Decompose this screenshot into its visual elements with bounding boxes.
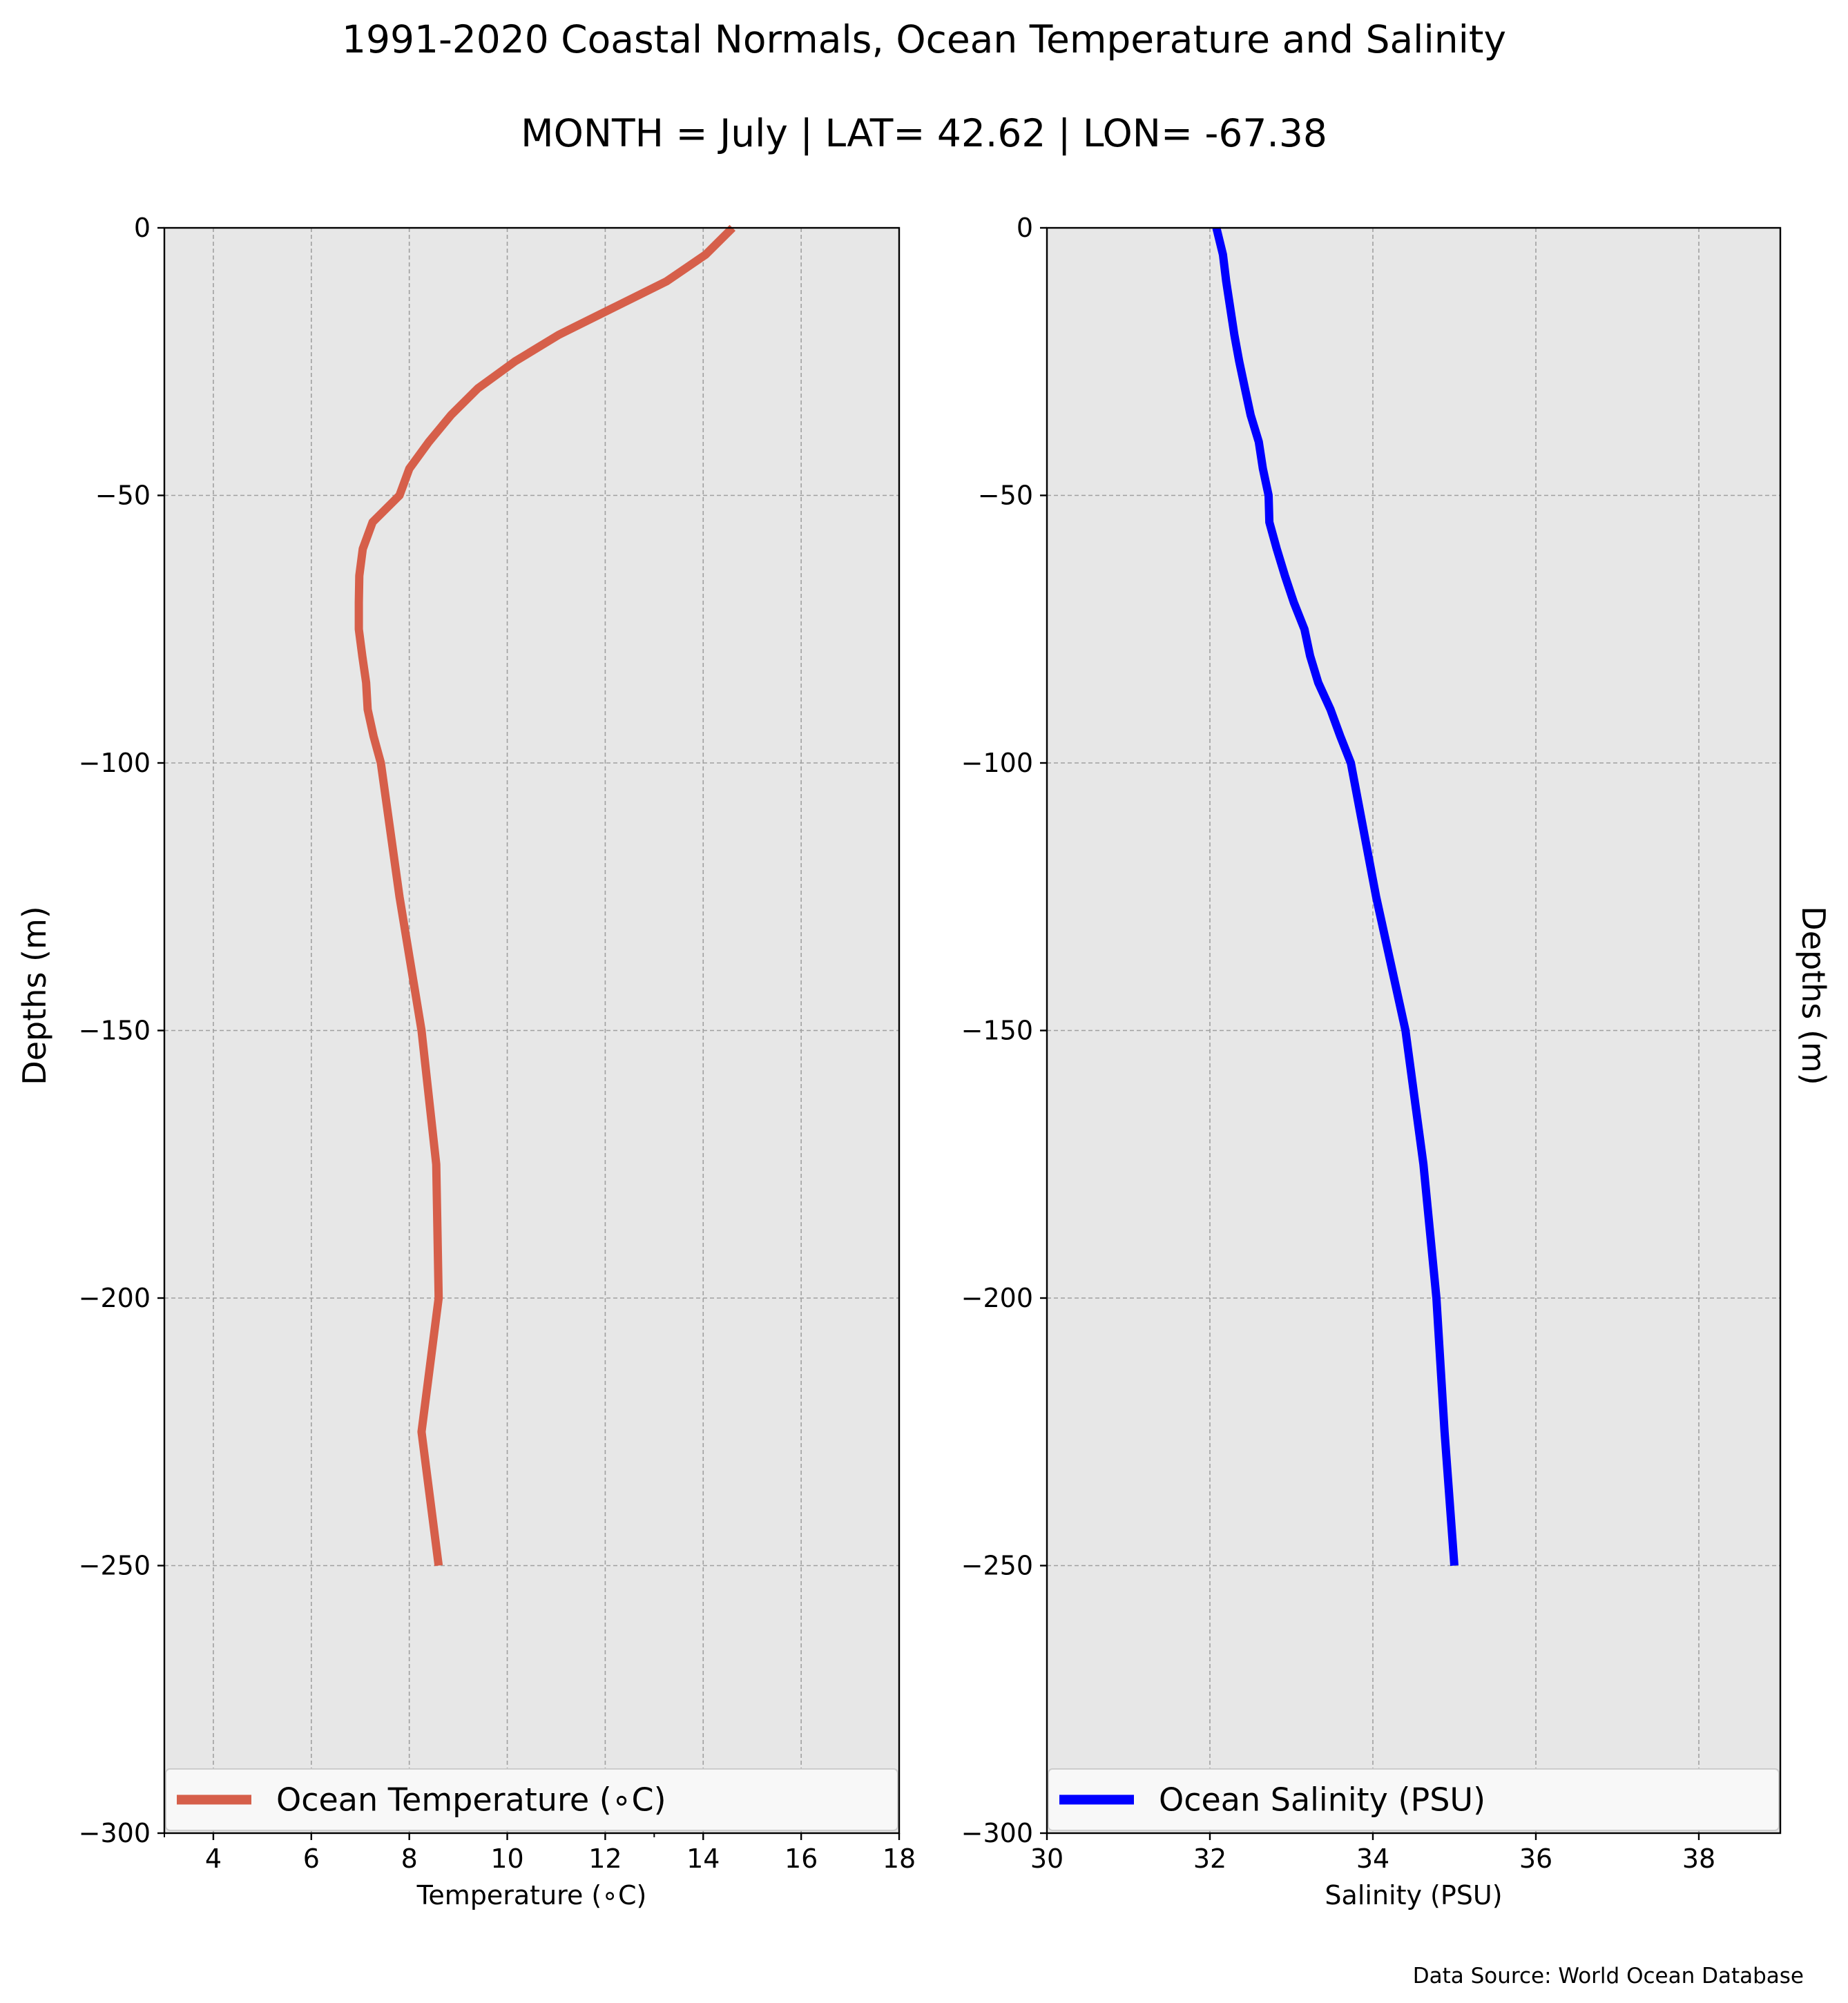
temperature-legend-box: [165, 1768, 898, 1831]
data-source-note: Data Source: World Ocean Database: [1413, 1964, 1804, 1989]
salinity-legend-box: [1048, 1768, 1780, 1831]
salinity-y-tick-label: −50: [978, 481, 1033, 511]
chart-title: 1991-2020 Coastal Normals, Ocean Tempera…: [342, 17, 1506, 61]
temperature-x-tick-label: 10: [490, 1844, 523, 1874]
salinity-y-tick-label: −250: [961, 1551, 1033, 1581]
salinity-x-tick-label: 34: [1356, 1844, 1389, 1874]
temperature-y-tick-label: −150: [79, 1016, 151, 1046]
salinity-y-tick-label: 0: [1017, 213, 1033, 243]
temperature-y-tick-label: −200: [79, 1283, 151, 1313]
temperature-x-axis-label: Temperature (∘C): [416, 1880, 647, 1910]
chart-subtitle: MONTH = July | LAT= 42.62 | LON= -67.38: [521, 111, 1327, 156]
salinity-y-tick-label: −150: [961, 1016, 1033, 1046]
salinity-y-tick-label: −100: [961, 748, 1033, 778]
temperature-x-tick-label: 16: [785, 1844, 818, 1874]
temperature-x-tick-label: 14: [686, 1844, 720, 1874]
temperature-panel: Ocean Temperature (∘C) 4 6 8 10 12 14 16 18 0 −50 −…: [79, 213, 916, 1910]
salinity-x-tick-label: 38: [1682, 1844, 1715, 1874]
salinity-x-axis-label: Salinity (PSU): [1325, 1880, 1502, 1910]
salinity-series-line: [1212, 226, 1459, 1566]
left-y-axis-label: Depths (m): [16, 906, 53, 1085]
temperature-x-tick-label: 18: [883, 1844, 916, 1874]
salinity-y-tick-label: −200: [961, 1283, 1033, 1313]
temperature-legend-label: Ocean Temperature (∘C): [276, 1781, 666, 1819]
temperature-y-tick-label: −250: [79, 1551, 151, 1581]
temperature-x-tick-label: 6: [303, 1844, 320, 1874]
right-y-axis-label: Depths (m): [1795, 906, 1832, 1085]
salinity-panel: Ocean Salinity (PSU) 30 32 34 36 38 0 −50 −100 −1…: [961, 213, 1782, 1910]
temperature-y-tick-label: −300: [79, 1818, 151, 1848]
temperature-x-tick-label: 8: [401, 1844, 418, 1874]
salinity-y-tick-label: −300: [961, 1818, 1033, 1848]
temperature-x-tick-label: 4: [205, 1844, 222, 1874]
temperature-y-tick-label: −100: [79, 748, 151, 778]
salinity-legend-label: Ocean Salinity (PSU): [1159, 1781, 1485, 1819]
salinity-x-tick-label: 30: [1030, 1844, 1063, 1874]
temperature-series-line: [354, 224, 736, 1567]
salinity-x-tick-label: 32: [1193, 1844, 1226, 1874]
temperature-y-tick-label: −50: [95, 481, 151, 511]
temperature-x-tick-label: 12: [588, 1844, 622, 1874]
salinity-x-tick-label: 36: [1519, 1844, 1552, 1874]
temperature-y-tick-label: 0: [134, 213, 151, 243]
